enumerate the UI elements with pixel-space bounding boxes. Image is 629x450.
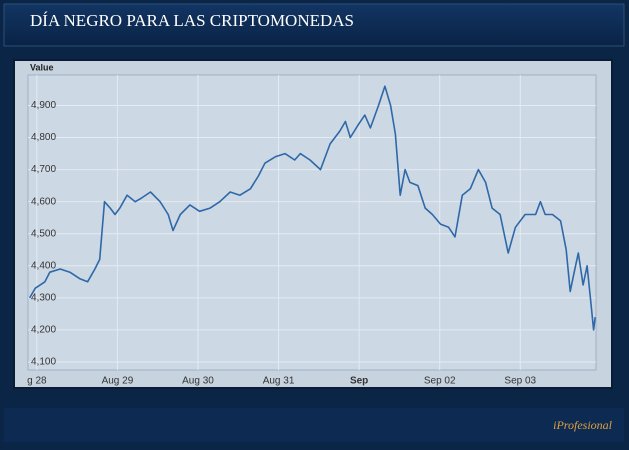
x-tick-label: Aug 30 [182, 376, 214, 387]
x-tick-label: Aug 29 [102, 376, 134, 387]
x-tick-label: Sep [350, 376, 368, 387]
y-tick-label: 4,700 [31, 164, 56, 175]
y-tick-label: 4,400 [31, 260, 56, 271]
x-tick-label: g 28 [27, 376, 47, 387]
header-bar [3, 3, 625, 47]
line-series [28, 85, 596, 331]
plot-area [27, 74, 597, 371]
x-tick-label: Aug 31 [263, 376, 295, 387]
y-tick-label: 4,500 [31, 228, 56, 239]
y-tick-label: 4,100 [31, 357, 56, 368]
brand: iProfesional [553, 418, 613, 432]
y-tick-label: 4,600 [31, 196, 56, 207]
y-axis-label: Value [30, 62, 54, 72]
y-tick-label: 4,900 [31, 100, 56, 111]
title: DÍA NEGRO PARA LAS CRIPTOMONEDAS [30, 11, 354, 30]
y-tick-label: 4,200 [31, 325, 56, 336]
y-tick-label: 4,800 [31, 132, 56, 143]
x-tick-label: Sep 03 [504, 376, 536, 387]
x-tick-label: Sep 02 [424, 376, 456, 387]
footer-bar [4, 408, 624, 442]
y-tick-label: 4,300 [31, 292, 56, 303]
